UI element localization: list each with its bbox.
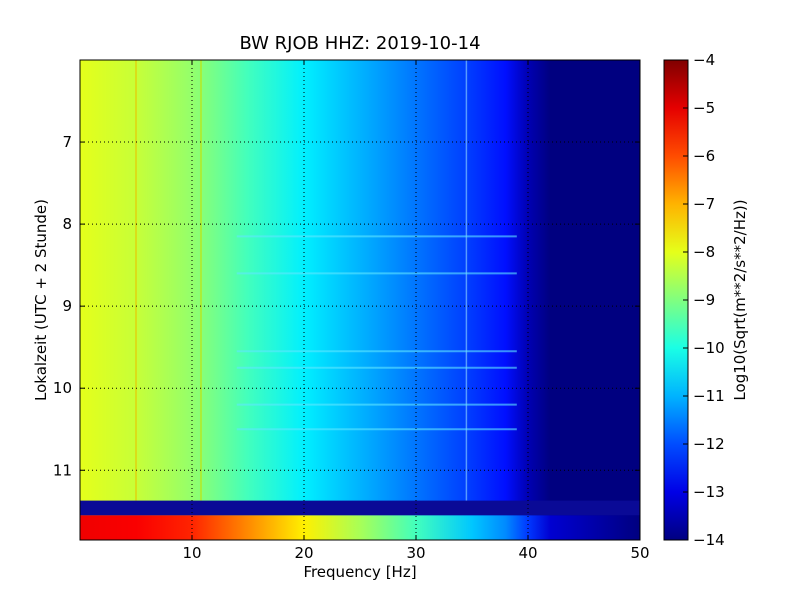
colorbar-tick-label: −9 — [693, 291, 715, 309]
colorbar-tick-label: −13 — [693, 483, 725, 501]
colorbar-tick-label: −11 — [693, 387, 725, 405]
spectrogram-background — [80, 60, 640, 540]
colorbar-tick-label: −4 — [693, 51, 715, 69]
x-tick-label: 40 — [518, 544, 537, 562]
colorbar-ticks: −4 −5 −6 −7 −8 −9 −10 −11 −12 −13 −14 — [683, 51, 725, 549]
y-tick-label: 7 — [62, 133, 72, 151]
data-gap-band — [80, 500, 640, 516]
colorbar-tick-label: −14 — [693, 531, 725, 549]
y-tick-label: 10 — [53, 379, 72, 397]
colorbar-tick-label: −10 — [693, 339, 725, 357]
colorbar-tick-label: −6 — [693, 147, 715, 165]
x-tick-label: 10 — [182, 544, 201, 562]
colorbar-tick-label: −8 — [693, 243, 715, 261]
spectral-features — [135, 60, 517, 501]
y-tick-label: 8 — [62, 215, 72, 233]
x-tick-label: 20 — [294, 544, 313, 562]
x-axis-label: Frequency [Hz] — [303, 563, 416, 581]
x-tick-label: 50 — [630, 544, 649, 562]
colorbar-tick-label: −5 — [693, 99, 715, 117]
grid-lines — [80, 60, 640, 540]
y-tick-label: 11 — [53, 461, 72, 479]
colorbar-label: Log10(Sqrt(m**2/s**2/Hz)) — [731, 199, 749, 400]
plot-area — [80, 60, 640, 540]
chart-title: BW RJOB HHZ: 2019-10-14 — [239, 33, 480, 54]
y-axis-ticks: 7 8 9 10 11 — [53, 133, 640, 479]
plot-frame — [79, 59, 641, 541]
y-axis-label: Lokalzeit (UTC + 2 Stunde) — [32, 199, 50, 401]
x-tick-label: 30 — [406, 544, 425, 562]
y-tick-label: 9 — [62, 297, 72, 315]
x-axis-ticks: 10 20 30 40 50 — [182, 60, 650, 562]
colorbar-tick-label: −12 — [693, 435, 725, 453]
colorbar-tick-label: −7 — [693, 195, 715, 213]
late-segment-band — [80, 515, 640, 540]
